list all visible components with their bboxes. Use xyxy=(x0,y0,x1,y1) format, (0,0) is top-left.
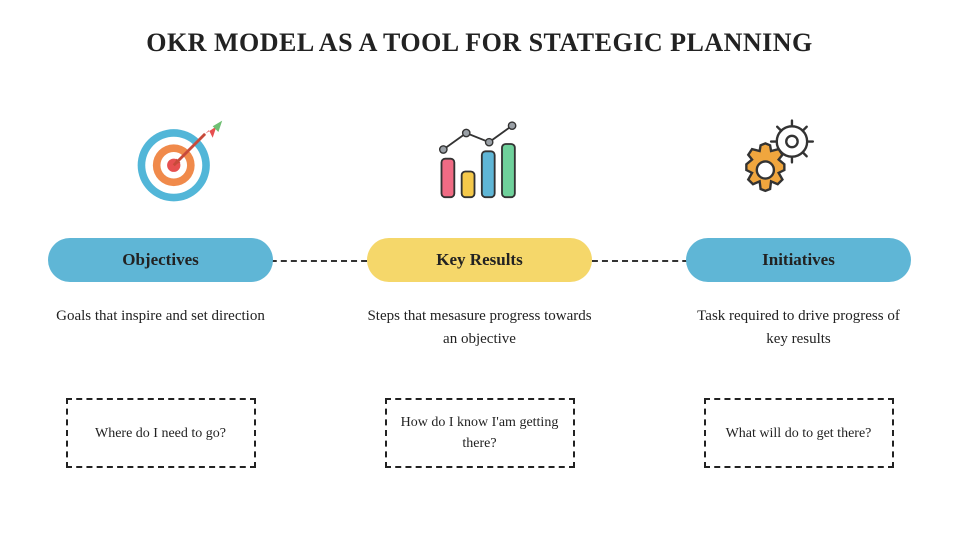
question-initiatives: What will do to get there? xyxy=(704,398,894,468)
pill-objectives: Objectives xyxy=(48,238,273,282)
question-objectives: Where do I need to go? xyxy=(66,398,256,468)
question-row: Where do I need to go? How do I know I'a… xyxy=(0,398,959,468)
gears-icon xyxy=(729,113,834,208)
pill-row: Objectives Key Results Initiatives xyxy=(0,238,959,282)
desc-key-results: Steps that mesasure progress towards an … xyxy=(367,305,592,352)
chart-icon xyxy=(425,113,535,208)
question-key-results: How do I know I'am getting there? xyxy=(385,398,575,468)
icon-cell-initiatives xyxy=(651,110,911,210)
icon-cell-objectives xyxy=(48,110,308,210)
pill-initiatives: Initiatives xyxy=(686,238,911,282)
icon-row xyxy=(0,110,959,210)
desc-objectives: Goals that inspire and set direction xyxy=(48,305,273,352)
desc-initiatives: Task required to drive progress of key r… xyxy=(686,305,911,352)
icon-cell-key-results xyxy=(350,110,610,210)
desc-row: Goals that inspire and set direction Ste… xyxy=(0,305,959,352)
page-title: OKR MODEL AS A TOOL FOR STATEGIC PLANNIN… xyxy=(0,0,959,58)
pill-key-results: Key Results xyxy=(367,238,592,282)
target-icon xyxy=(131,113,226,208)
